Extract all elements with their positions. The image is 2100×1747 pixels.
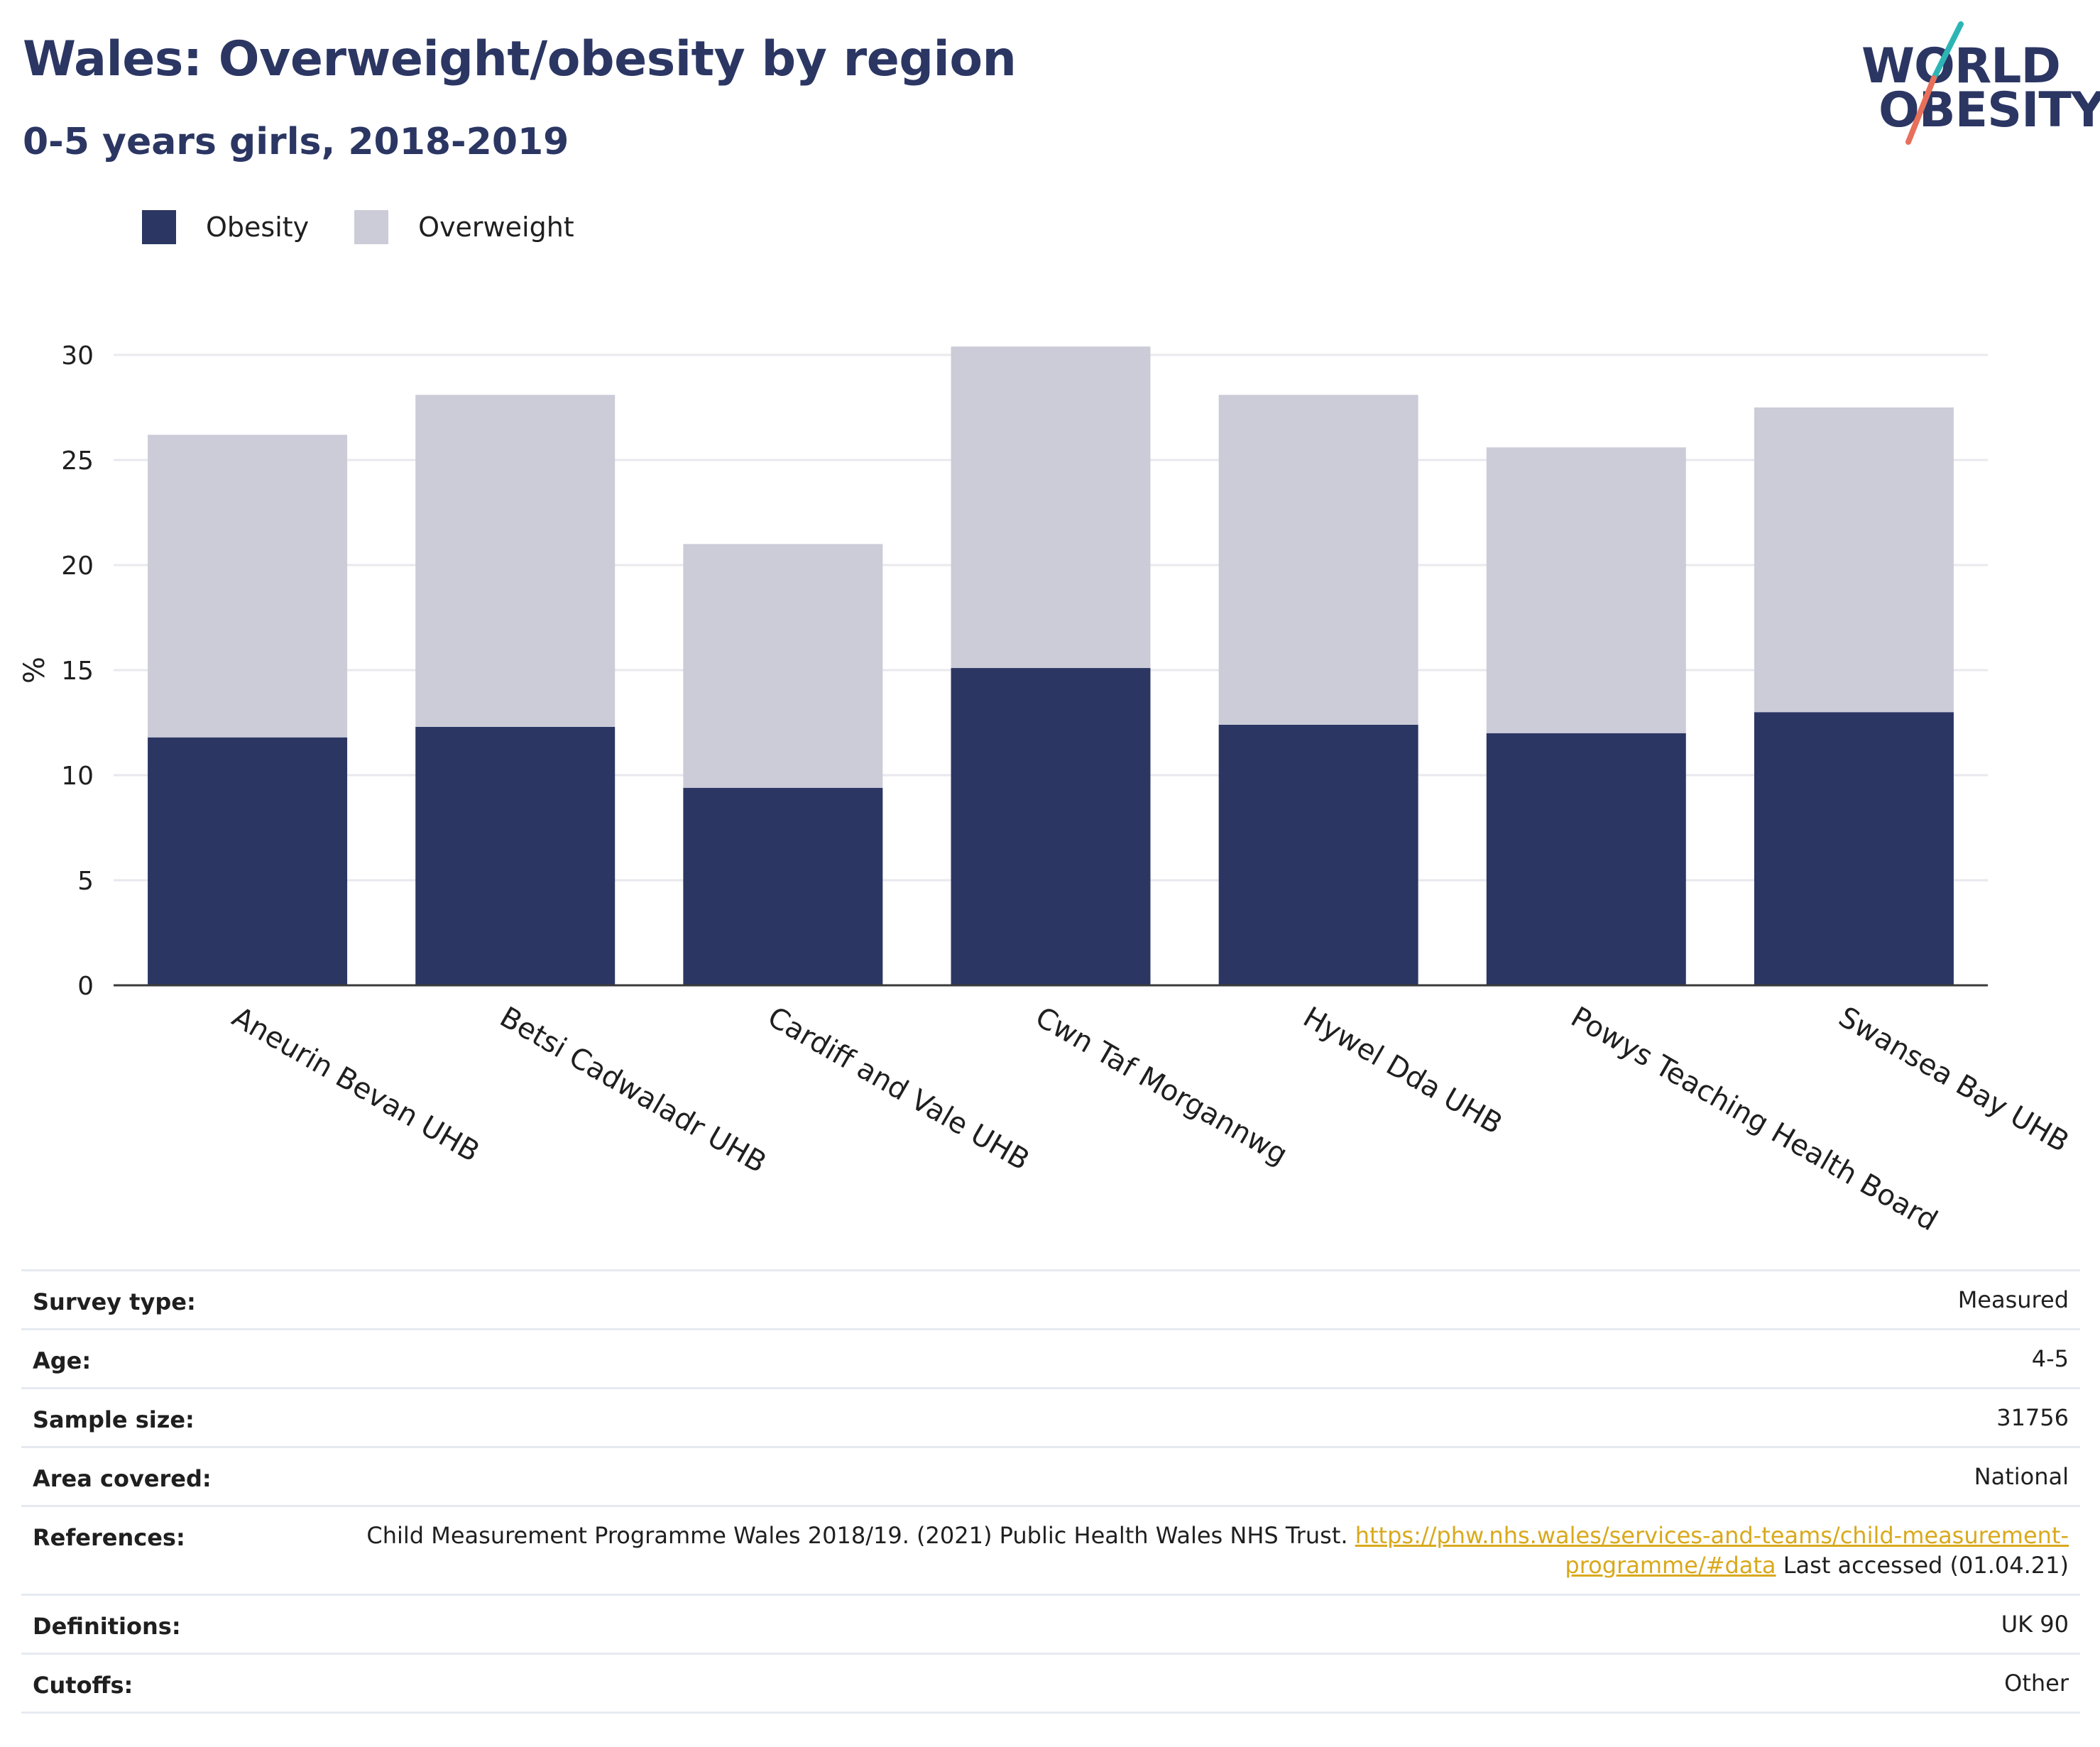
info-row-sample-size: Sample size: 31756	[21, 1388, 2080, 1448]
info-row-references: References: Child Measurement Programme …	[21, 1506, 2080, 1596]
info-value: Measured	[222, 1269, 2080, 1330]
x-tick-label: Cwn Taf Morgannwg	[1030, 1001, 1294, 1171]
legend-swatch-obesity	[142, 210, 176, 244]
y-tick-label: 25	[61, 447, 94, 476]
info-value: Other	[222, 1653, 2080, 1714]
info-row-definitions: Definitions: UK 90	[21, 1594, 2080, 1655]
reference-accessed: Last accessed (01.04.21)	[1776, 1552, 2069, 1579]
y-tick-label: 5	[77, 867, 94, 896]
chart-subtitle: 0-5 years girls, 2018-2019	[23, 121, 569, 163]
legend-swatch-overweight	[354, 210, 389, 244]
x-tick-label: Cardiff and Vale UHB	[762, 1001, 1034, 1177]
bar-obesity	[1218, 724, 1418, 985]
y-tick-label: 20	[61, 552, 94, 581]
bar-obesity	[683, 787, 883, 985]
info-label: Definitions:	[21, 1594, 223, 1655]
info-value: 4-5	[222, 1329, 2080, 1389]
bar-obesity	[1754, 712, 1954, 985]
y-tick-label: 0	[77, 972, 94, 1001]
info-label: Area covered:	[21, 1447, 223, 1507]
info-row-cutoffs: Cutoffs: Other	[21, 1653, 2080, 1714]
y-tick-label: 15	[61, 657, 94, 686]
bar-obesity	[415, 726, 616, 985]
reference-text: Child Measurement Programme Wales 2018/1…	[366, 1522, 1355, 1549]
legend-item-obesity: Obesity	[142, 210, 309, 244]
info-label: References:	[21, 1506, 223, 1596]
info-value: Child Measurement Programme Wales 2018/1…	[222, 1506, 2080, 1596]
info-label: Sample size:	[21, 1388, 223, 1448]
world-obesity-logo: WORLD OBESITY	[1846, 21, 2100, 149]
info-row-area-covered: Area covered: National	[21, 1447, 2080, 1507]
bar-obesity	[951, 668, 1151, 985]
bar-obesity	[1486, 733, 1686, 985]
info-label: Cutoffs:	[21, 1653, 223, 1714]
bar-overweight	[1754, 407, 1954, 713]
x-tick-label: Aneurin Bevan UHB	[226, 1001, 485, 1169]
legend-label-overweight: Overweight	[418, 212, 574, 243]
info-value: UK 90	[222, 1594, 2080, 1655]
x-tick-label: Hywel Dda UHB	[1298, 1001, 1508, 1141]
bars	[148, 346, 1954, 985]
legend-item-overweight: Overweight	[354, 210, 574, 244]
survey-info-table: Survey type: Measured Age: 4-5 Sample si…	[21, 1269, 2080, 1714]
info-value: 31756	[222, 1388, 2080, 1448]
y-tick-label: 10	[61, 762, 94, 791]
info-row-survey-type: Survey type: Measured	[21, 1269, 2080, 1330]
info-label: Survey type:	[21, 1269, 223, 1330]
bar-overweight	[415, 395, 616, 727]
info-row-age: Age: 4-5	[21, 1329, 2080, 1389]
chart-legend: Obesity Overweight	[142, 210, 620, 244]
info-label: Age:	[21, 1329, 223, 1389]
bar-overweight	[951, 346, 1151, 669]
y-tick-label: 30	[61, 341, 94, 371]
legend-label-obesity: Obesity	[206, 212, 310, 243]
bar-obesity	[148, 737, 348, 985]
chart-title: Wales: Overweight/obesity by region	[23, 31, 1017, 87]
bar-overweight	[1218, 395, 1418, 725]
logo-slash-icon	[1905, 21, 1964, 145]
reference-link[interactable]: https://phw.nhs.wales/services-and-teams…	[1355, 1522, 2069, 1579]
x-tick-label: Betsi Cadwaladr UHB	[494, 1001, 772, 1180]
bar-overweight	[683, 544, 883, 788]
bar-overweight	[1486, 447, 1686, 733]
bar-overweight	[148, 434, 348, 738]
logo-line-1: WORLD	[1861, 38, 2061, 94]
x-tick-label: Swansea Bay UHB	[1833, 1001, 2074, 1159]
y-axis-title: %	[18, 657, 51, 684]
stacked-bar-chart: 0 5 10 15 20 25 30 Aneurin Bevan UHB Betsi Cadwa…	[18, 341, 2074, 1235]
info-value: National	[222, 1447, 2080, 1507]
